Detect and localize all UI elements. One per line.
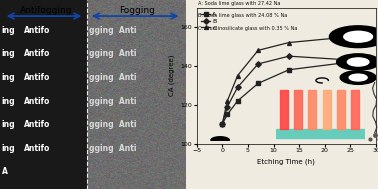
Bar	[322, 90, 331, 129]
C	[220, 123, 225, 125]
Text: gging  Anti: gging Anti	[89, 73, 136, 82]
Text: gging  Anti: gging Anti	[89, 97, 136, 106]
Text: Antifo: Antifo	[24, 97, 50, 106]
Text: Antifo: Antifo	[24, 144, 50, 153]
B	[235, 86, 240, 88]
Text: Antifo: Antifo	[24, 49, 50, 58]
B	[256, 63, 260, 65]
Circle shape	[336, 54, 378, 70]
A	[220, 123, 225, 125]
Legend: A, B, C: A, B, C	[200, 11, 218, 32]
Text: ing: ing	[2, 26, 15, 35]
Text: Antifo: Antifo	[24, 73, 50, 82]
Text: ing: ing	[2, 49, 15, 58]
Text: gging  Anti: gging Anti	[89, 144, 136, 153]
B	[225, 106, 229, 108]
Text: gging  Anti: gging Anti	[89, 120, 136, 129]
Text: ing: ing	[2, 97, 15, 106]
Circle shape	[344, 31, 372, 42]
Line: B: B	[220, 54, 352, 126]
C	[235, 74, 240, 77]
Text: ing: ing	[2, 120, 15, 129]
C	[225, 100, 229, 102]
Text: A: A	[2, 167, 8, 177]
Circle shape	[340, 71, 376, 84]
Text: gging  Anti: gging Anti	[89, 26, 136, 35]
Text: ing: ing	[2, 73, 15, 82]
Text: Antifo: Antifo	[24, 26, 50, 35]
Text: ing: ing	[2, 144, 15, 153]
A	[256, 82, 260, 84]
C	[256, 49, 260, 51]
Text: Antifo: Antifo	[24, 120, 50, 129]
Circle shape	[347, 58, 369, 66]
Text: Antifogging: Antifogging	[20, 6, 73, 15]
Text: Fogging: Fogging	[119, 6, 155, 15]
A	[235, 100, 240, 102]
X-axis label: Etching Time (h): Etching Time (h)	[257, 158, 315, 165]
Bar	[337, 90, 345, 129]
Text: B: Soda lime glass with 24.08 % Na: B: Soda lime glass with 24.08 % Na	[198, 13, 288, 18]
Bar	[308, 90, 316, 129]
A	[287, 69, 291, 71]
Bar	[280, 90, 288, 129]
Line: C: C	[220, 35, 352, 126]
C	[348, 36, 353, 38]
Text: gging  Anti: gging Anti	[89, 49, 136, 58]
Bar	[351, 90, 359, 129]
B	[287, 55, 291, 57]
Bar	[276, 129, 365, 138]
Text: A: Soda lime glass with 27.42 Na: A: Soda lime glass with 27.42 Na	[198, 1, 281, 6]
A	[225, 113, 229, 116]
B	[348, 59, 353, 61]
Bar	[294, 90, 302, 129]
A	[348, 61, 353, 63]
C	[287, 41, 291, 44]
Circle shape	[349, 74, 367, 81]
B	[220, 123, 225, 125]
Text: C: Aluminosilicate glass with 0.35 % Na: C: Aluminosilicate glass with 0.35 % Na	[198, 26, 298, 30]
Line: A: A	[220, 60, 352, 126]
Y-axis label: CA (degree): CA (degree)	[169, 55, 175, 96]
Circle shape	[329, 26, 378, 48]
